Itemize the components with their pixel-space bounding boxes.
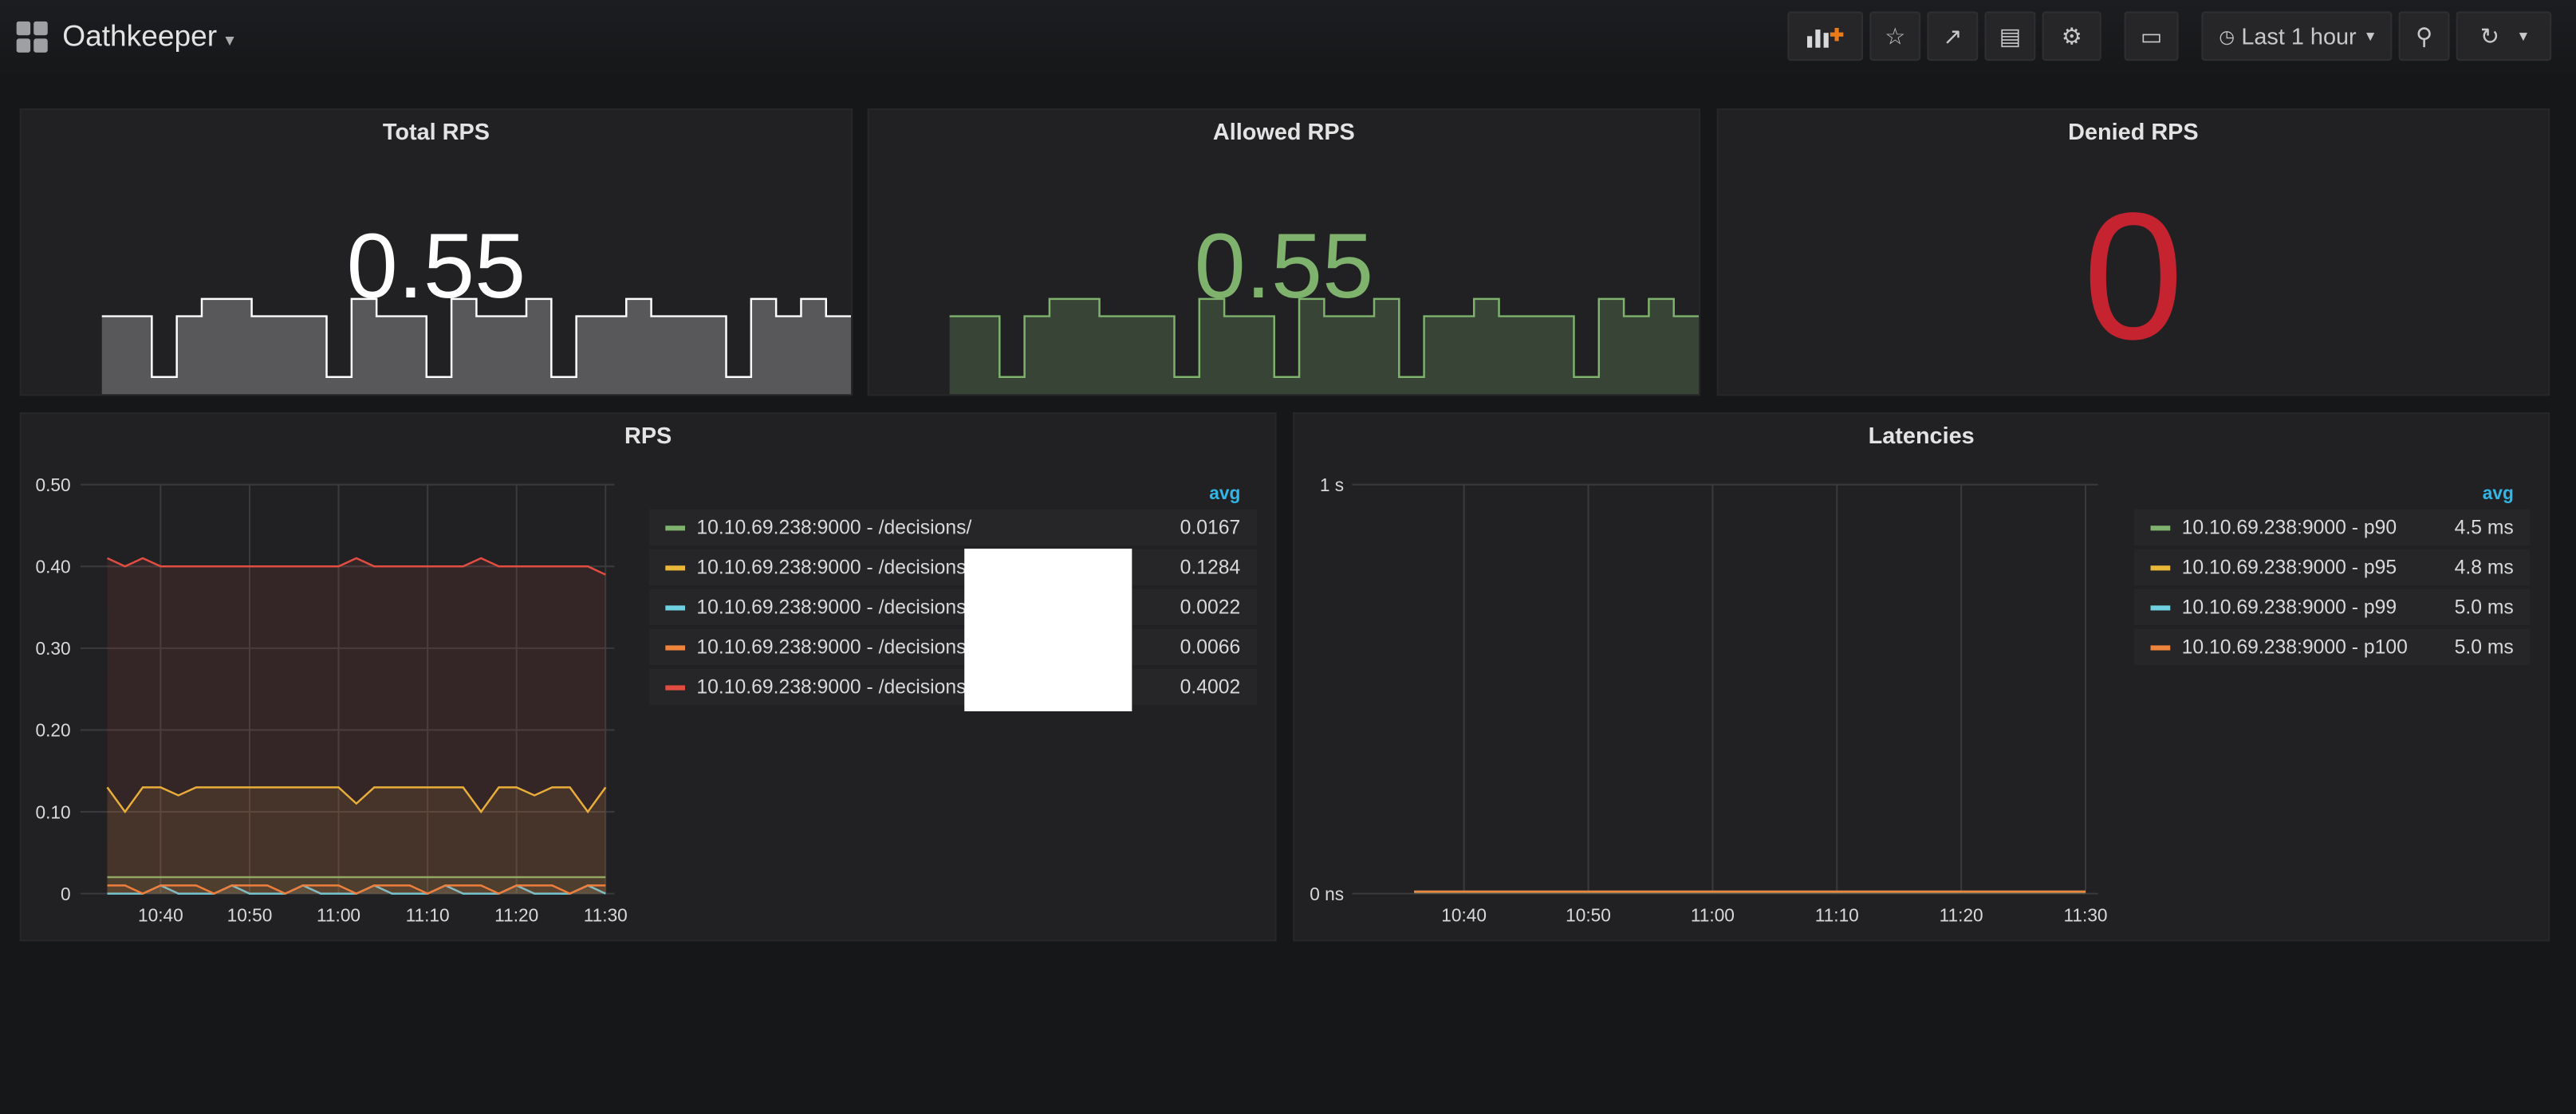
save-button[interactable]: ▤ [1984,11,2035,61]
y-tick-label: 0.10 [35,801,70,822]
legend-name: 10.10.69.238:9000 - p99 [2182,597,2397,619]
legend-avg: 4.8 ms [2455,557,2514,579]
x-tick-label: 11:00 [1691,905,1735,926]
y-tick-label: 0.30 [35,638,70,659]
navbar: Oathkeeper ▾ ☆ ↗ ▤ ⚙ ▭ ◷Last 1 hour▾ ⚲ ↻… [0,0,2576,79]
x-tick-label: 10:40 [138,905,183,926]
graph-panel: RPS00.100.200.300.400.5010:4010:5011:001… [20,412,1277,941]
x-tick-label: 10:40 [1441,905,1487,926]
panel-title: Denied RPS [1719,118,2548,144]
time-range-text: Last 1 hour [2241,23,2356,49]
legend-swatch [2151,526,2171,530]
legend-swatch [665,526,685,530]
settings-button[interactable]: ⚙ [2042,11,2101,61]
legend-name: 10.10.69.238:9000 - p100 [2182,637,2408,659]
legend-header: avg [2483,482,2514,503]
y-tick-label: 0 [61,884,71,904]
x-tick-label: 11:10 [406,905,450,926]
legend-swatch [2151,565,2171,570]
legend-name: 10.10.69.238:9000 - /decisions/ [696,677,971,699]
y-tick-label: 1 s [1320,474,1344,495]
add-panel-button[interactable] [1787,11,1863,61]
stat-value: 0 [1719,172,2548,381]
dashboard-title[interactable]: Oathkeeper ▾ [62,20,234,54]
legend-name: 10.10.69.238:9000 - p95 [2182,557,2397,579]
refresh-button[interactable]: ↻ ▾ [2456,11,2551,61]
y-tick-label: 0.50 [35,474,70,495]
zoom-out-button[interactable]: ⚲ [2399,11,2450,61]
legend-name: 10.10.69.238:9000 - p90 [2182,517,2397,538]
redaction [964,549,1132,711]
stat-panel: Allowed RPS0.55 [868,108,1700,396]
title-text: Oathkeeper [62,20,217,53]
graph-panel: Latencies0 ns1 s10:4010:5011:0011:1011:2… [1293,412,2550,941]
x-tick-label: 10:50 [227,905,273,926]
x-tick-label: 11:30 [584,905,628,926]
grid-icon[interactable] [17,22,49,54]
series-area [107,558,605,894]
graph: 0 0.10 0.20 0.30 0.40 0.50 10:40 10:50 11:00 11:1… [22,414,1275,939]
stat-value: 0.55 [22,212,851,319]
legend-avg: 0.0167 [1180,517,1241,538]
legend-avg: 4.5 ms [2455,517,2514,538]
legend-name: 10.10.69.238:9000 - /decisions/ [696,557,971,579]
legend-avg: 0.4002 [1180,677,1241,699]
y-tick-label: 0.20 [35,720,70,741]
x-tick-label: 11:00 [317,905,360,926]
legend-avg: 5.0 ms [2455,597,2514,619]
y-tick-label: 0 ns [1310,884,1344,904]
legend-swatch [2151,645,2171,650]
graph: 0 ns 1 s 10:40 10:50 11:00 11:10 11:20 11:30 avg… [1294,414,2548,939]
legend-avg: 0.0022 [1180,597,1241,619]
y-tick-label: 0.40 [35,557,70,577]
x-tick-label: 10:50 [1566,905,1611,926]
legend-swatch [665,685,685,690]
legend-swatch [2151,605,2171,610]
x-tick-label: 11:30 [2064,905,2108,926]
legend-avg: 0.0066 [1180,637,1241,659]
x-tick-label: 11:10 [1815,905,1859,926]
stat-panel: Total RPS0.55 [20,108,853,396]
legend-swatch [665,565,685,570]
x-tick-label: 11:20 [494,905,538,926]
share-button[interactable]: ↗ [1927,11,1978,61]
legend-header: avg [1209,482,1240,503]
tv-mode-button[interactable]: ▭ [2125,11,2179,61]
stat-value: 0.55 [869,212,1699,319]
legend-name: 10.10.69.238:9000 - /decisions/ [696,597,971,619]
legend-swatch [665,645,685,650]
legend-avg: 5.0 ms [2455,637,2514,659]
stat-panel: Denied RPS 0 [1717,108,2550,396]
x-tick-label: 11:20 [1940,905,1983,926]
legend-avg: 0.1284 [1180,557,1241,579]
legend-name: 10.10.69.238:9000 - /decisions/ [696,637,971,659]
star-button[interactable]: ☆ [1869,11,1920,61]
legend-swatch [665,605,685,610]
legend-name: 10.10.69.238:9000 - /decisions/ [696,517,971,538]
time-picker[interactable]: ◷Last 1 hour▾ [2201,11,2392,61]
